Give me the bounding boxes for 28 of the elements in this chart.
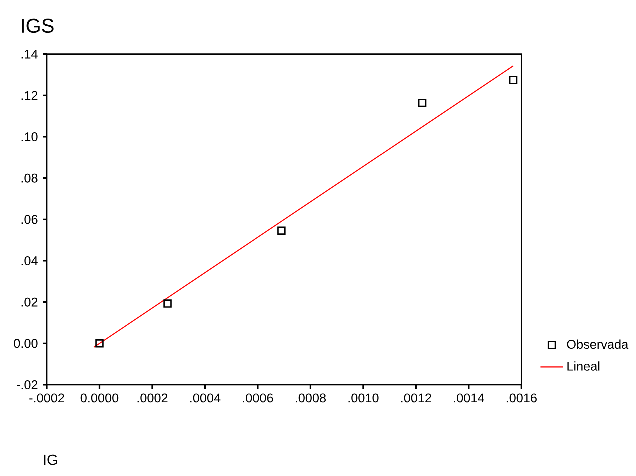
x-axis-title: IG bbox=[44, 454, 58, 466]
x-tick-label: .0014 bbox=[454, 394, 484, 403]
x-tick-label: 0.0000 bbox=[80, 394, 119, 403]
point bbox=[509, 76, 518, 84]
y-tick-label: 0.00 bbox=[14, 339, 38, 348]
point bbox=[418, 98, 427, 108]
point bbox=[164, 300, 172, 308]
x-tick-label: .0004 bbox=[190, 394, 221, 403]
point bbox=[96, 340, 104, 348]
y-tick-label: .06 bbox=[22, 215, 38, 224]
legend-label: Lineal bbox=[568, 362, 600, 371]
x-tick-label: .0002 bbox=[138, 394, 168, 403]
point bbox=[278, 226, 286, 235]
x-tick-label: .0010 bbox=[348, 394, 379, 403]
y-tick-label: .10 bbox=[22, 132, 38, 142]
y-tick-label: .12 bbox=[22, 91, 38, 100]
y-tick-label: .08 bbox=[22, 174, 38, 183]
legend-label: Observada bbox=[567, 340, 629, 350]
x-tick-label: .0012 bbox=[401, 394, 432, 403]
y-tick-label: .14 bbox=[22, 50, 38, 59]
y-tick-label: .04 bbox=[22, 256, 38, 266]
y-tick-label: .02 bbox=[22, 298, 38, 307]
x-tick-label: .0006 bbox=[243, 394, 274, 403]
y-tick-label: -.02 bbox=[17, 380, 38, 390]
x-tick-label: .0008 bbox=[296, 394, 326, 403]
x-tick-label: .0016 bbox=[506, 394, 537, 403]
x-tick-label: -.0002 bbox=[30, 394, 64, 403]
y-axis-title: IGS bbox=[22, 18, 54, 34]
